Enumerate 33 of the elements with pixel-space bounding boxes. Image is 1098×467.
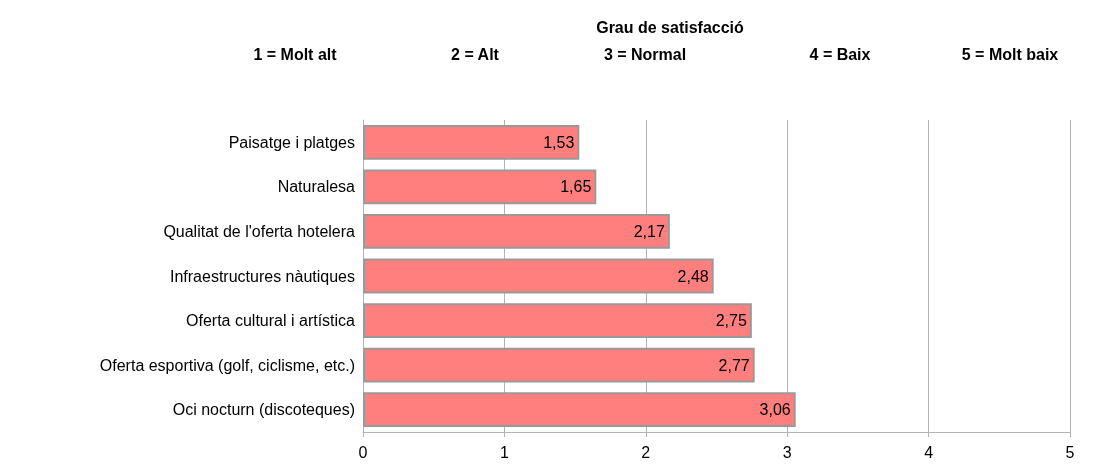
text: 1 = Molt alt [253, 45, 338, 63]
text: 3 = Normal [603, 45, 687, 63]
bar [363, 258, 714, 294]
bar [363, 124, 580, 160]
text: 4 = Baix [809, 45, 871, 63]
data-label: 2,75 [715, 312, 747, 330]
bar [363, 214, 670, 249]
x-tick-label: 0 [358, 443, 368, 461]
data-label: 1,65 [560, 178, 592, 196]
data-label: 3,06 [759, 401, 791, 419]
x-tick-label: 2 [641, 443, 651, 461]
y-tick-label: Infraestructures nàutiques [170, 267, 355, 285]
bar [363, 303, 752, 338]
y-tick-label: Oferta cultural i artística [186, 312, 356, 330]
data-label: 2,48 [677, 267, 709, 285]
data-label: 2,17 [633, 222, 665, 240]
x-tick-label: 4 [924, 443, 934, 461]
chart-title: Grau de satisfacció [596, 18, 745, 36]
bar [363, 347, 755, 383]
text: 2 = Alt [451, 45, 500, 63]
text: 5 = Molt baix [961, 45, 1059, 63]
y-tick-label: Oferta esportiva (golf, ciclisme, etc.) [99, 356, 355, 374]
x-tick-label: 3 [782, 443, 792, 461]
x-tick-label: 5 [1065, 443, 1075, 461]
x-tick-label: 1 [499, 443, 509, 461]
y-tick-label: Oci nocturn (discoteques) [172, 401, 355, 419]
data-label: 1,53 [543, 133, 575, 151]
bar [363, 169, 597, 205]
data-label: 2,77 [718, 356, 750, 374]
y-tick-label: Naturalesa [277, 178, 356, 196]
y-tick-label: Paisatge i platges [228, 133, 355, 151]
bar [363, 392, 796, 428]
y-tick-label: Qualitat de l'oferta hotelera [163, 222, 356, 240]
